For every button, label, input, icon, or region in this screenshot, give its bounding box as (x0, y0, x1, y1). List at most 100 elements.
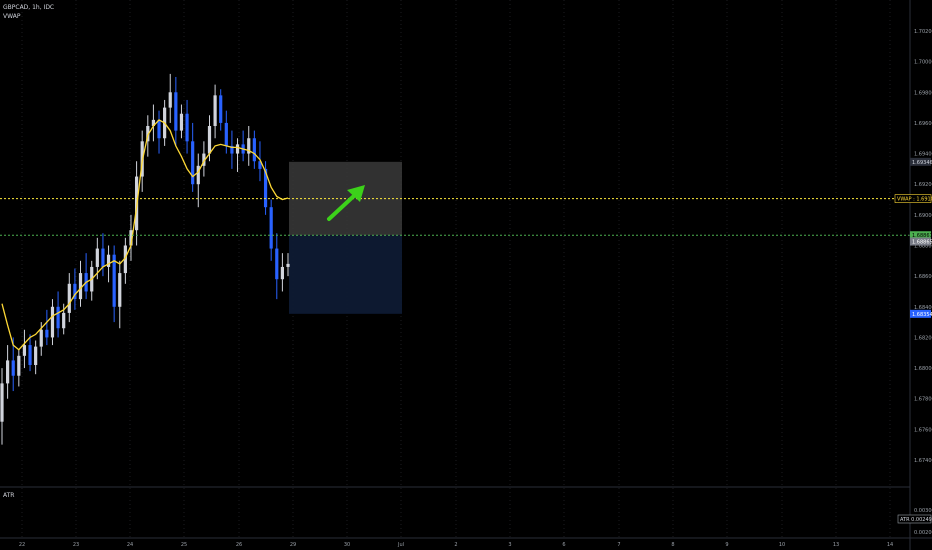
price-tag-box (910, 309, 931, 318)
time-tick-label: 8 (671, 542, 674, 548)
price-tick-label: 1.68200 (914, 335, 932, 341)
time-tick-label: 23 (73, 542, 79, 548)
price-tag-label: 1.68865 (912, 240, 932, 246)
candle-body (22, 345, 27, 356)
candle-body (112, 254, 116, 307)
candle-body (101, 248, 105, 267)
stop-zone (289, 235, 402, 314)
candle-body (207, 125, 212, 154)
indicator-label: VWAP (3, 13, 21, 20)
candle-body (50, 306, 55, 338)
candle-body (118, 273, 122, 307)
candle-body (6, 360, 10, 384)
time-tick-label: 22 (19, 542, 25, 548)
candle-body (73, 283, 77, 300)
time-tick-label: 2 (454, 542, 457, 548)
price-tick-label: 1.70000 (914, 60, 932, 66)
arrow-head (347, 185, 365, 202)
candle-body (67, 283, 71, 313)
candle-body (151, 119, 156, 126)
price-axis[interactable]: 1.70200 1.70000 1.69800 1.69600 1.69400 1.692… (909, 0, 932, 550)
time-tick-label: 24 (127, 542, 133, 548)
candle-body (235, 144, 240, 154)
candle-body (28, 345, 32, 366)
atr-value-label: ATR 0.00249 (900, 517, 932, 523)
candle-body (224, 122, 228, 146)
price-tick-label: 1.68400 (914, 305, 932, 311)
candle-body (191, 141, 195, 185)
price-tick-label: 1.67400 (914, 458, 932, 464)
candle-body (252, 138, 256, 162)
price-tick-label: 1.69800 (914, 90, 932, 96)
time-tick-label: 6 (562, 542, 565, 548)
time-tick-label: 7 (617, 542, 620, 548)
arrow-shaft (327, 192, 358, 221)
price-tick-label: 1.70200 (914, 29, 932, 35)
time-tick-label: 26 (236, 542, 242, 548)
candle-body (146, 125, 150, 142)
atr-tick-label: 0.00200 (914, 530, 932, 536)
price-tag-label: 1.68354 (912, 312, 932, 318)
candle-body (258, 161, 262, 169)
price-tag-box (910, 237, 931, 246)
time-tick-label: 13 (833, 542, 839, 548)
price-tag-label: VWAP : 1.69106 (897, 197, 932, 203)
price-tick-label: 1.69000 (914, 213, 932, 219)
candle-body (45, 329, 49, 338)
candle-body (219, 95, 223, 123)
candle-body (213, 95, 217, 126)
price-tag-box (910, 157, 931, 166)
candle-body (168, 92, 172, 108)
candle-body (196, 165, 200, 185)
candle-body (34, 346, 38, 366)
candle-body (95, 248, 99, 267)
price-tick-label: 1.69600 (914, 121, 932, 127)
price-tick-label: 1.67600 (914, 427, 932, 433)
candle-body (56, 306, 60, 329)
price-tag-box (910, 231, 931, 240)
time-tick-label: 3 (508, 542, 511, 548)
candle-body (123, 245, 127, 274)
symbol-title: GBPCAD, 1h, IDC (3, 4, 55, 11)
price-tick-label: 1.69200 (914, 182, 932, 188)
time-tick-label: 9 (725, 542, 728, 548)
candle-body (106, 254, 111, 267)
vwap-line (1, 119, 289, 351)
time-tick-label: 14 (887, 542, 893, 548)
time-axis[interactable]: 22 23 24 25 26 29 30 Jul 2 3 6 7 8 9 10 13 14 (19, 542, 893, 548)
time-tick-label: 25 (181, 542, 187, 548)
candle-body (247, 138, 251, 154)
price-tick-label: 1.68600 (914, 274, 932, 280)
time-tick-label: 10 (779, 542, 785, 548)
candle-body (39, 329, 43, 347)
atr-value-box (897, 514, 932, 524)
price-tick-label: 1.68800 (914, 244, 932, 250)
candle-body (230, 145, 234, 154)
candle-body (286, 263, 290, 267)
candle-body (17, 355, 21, 376)
candle-body (275, 248, 279, 280)
price-tag-box (894, 194, 932, 203)
candle-body (129, 230, 133, 246)
vwap-series-line (1, 119, 289, 351)
candle-body (174, 92, 178, 131)
time-tick-label: 29 (290, 542, 296, 548)
atr-label: ATR (3, 492, 15, 499)
price-tick-label: 1.69400 (914, 152, 932, 158)
candle-body (11, 360, 15, 376)
candle-body (157, 119, 161, 139)
candle-body (179, 113, 184, 131)
long-arrow-icon[interactable] (327, 185, 365, 221)
time-tick-label: Jul (397, 542, 404, 548)
candle-body (0, 383, 4, 422)
candle-body (280, 266, 284, 280)
price-tick-label: 1.67800 (914, 397, 932, 403)
price-tag-label: 1.69346 (912, 160, 932, 166)
candle-body (78, 273, 83, 300)
position-tool[interactable] (289, 161, 402, 314)
time-tick-label: 30 (344, 542, 350, 548)
